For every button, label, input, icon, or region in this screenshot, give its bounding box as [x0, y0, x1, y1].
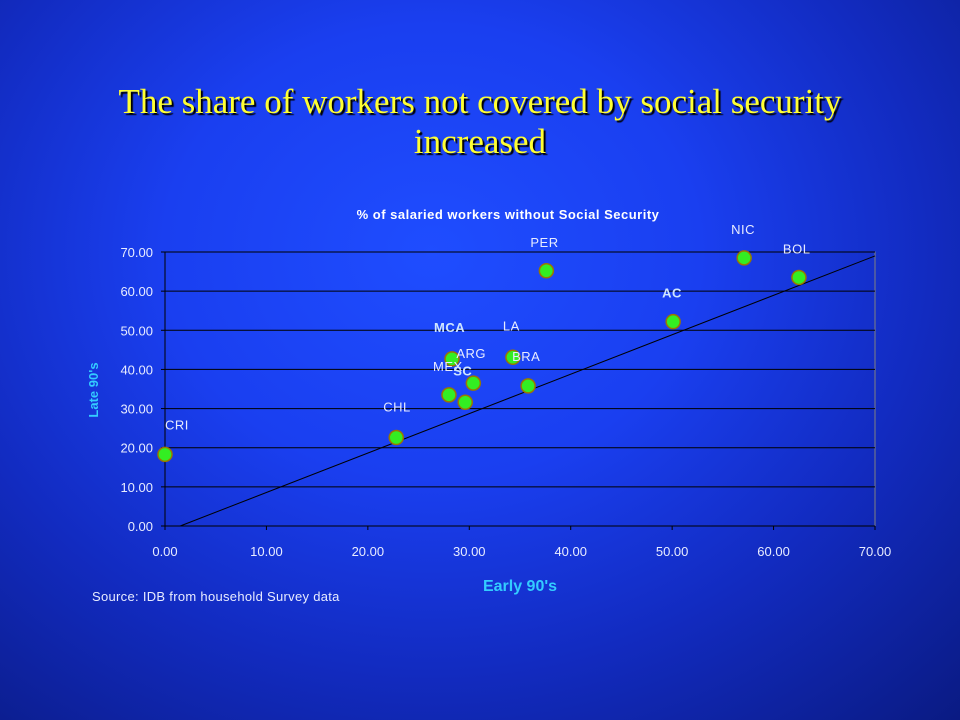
data-point-sc: [457, 394, 473, 411]
y-tick-label: 30.00: [120, 402, 153, 417]
point-label-arg: ARG: [456, 346, 486, 361]
point-label-la: LA: [503, 318, 520, 333]
x-tick-label: 20.00: [352, 544, 385, 559]
source-note: Source: IDB from household Survey data: [92, 589, 340, 604]
data-point-bra: [520, 378, 536, 394]
point-label-nic: NIC: [731, 222, 755, 237]
data-point-nic: [736, 250, 752, 266]
y-tick-label: 0.00: [128, 519, 153, 534]
point-label-bra: BRA: [512, 349, 540, 364]
slide-title: The share of workers not covered by soci…: [0, 82, 960, 162]
point-label-ac: AC: [662, 286, 682, 301]
point-label-sc: SC: [453, 363, 472, 378]
slide-title-line1: The share of workers not covered by soci…: [118, 82, 842, 121]
y-tick-label: 50.00: [120, 323, 153, 338]
data-point-bol: [791, 269, 807, 286]
data-point-cri: [157, 446, 173, 463]
data-point-mca: [444, 351, 460, 367]
slide-title-line2: increased: [413, 122, 547, 161]
point-label-chl: CHL: [383, 400, 411, 415]
point-label-cri: CRI: [165, 417, 189, 432]
y-tick-label: 70.00: [120, 245, 153, 260]
x-tick-label: 50.00: [656, 544, 689, 559]
data-point-mex: [441, 387, 457, 403]
point-label-mca: MCA: [434, 320, 465, 335]
x-tick-label: 30.00: [453, 544, 486, 559]
plot-area-border: [164, 251, 876, 527]
x-tick-label: 0.00: [152, 544, 177, 559]
data-point-chl: [388, 429, 405, 446]
x-axis-label: Early 90's: [483, 578, 557, 595]
data-point-arg: [465, 375, 482, 391]
point-label-bol: BOL: [783, 241, 811, 256]
x-tick-label: 70.00: [859, 544, 892, 559]
data-point-la: [505, 349, 521, 366]
y-tick-label: 10.00: [120, 480, 153, 495]
y-tick-label: 60.00: [120, 284, 153, 299]
x-tick-label: 40.00: [554, 544, 587, 559]
y-axis-label: Late 90's: [86, 362, 101, 417]
chart-title: % of salaried workers without Social Sec…: [357, 207, 660, 222]
y-tick-label: 40.00: [120, 362, 153, 377]
x-tick-label: 10.00: [250, 544, 283, 559]
x-tick-label: 60.00: [757, 544, 790, 559]
data-point-per: [538, 263, 555, 279]
data-point-ac: [665, 313, 681, 330]
y-tick-label: 20.00: [120, 441, 153, 456]
point-label-mex: MEX: [433, 359, 463, 374]
point-label-per: PER: [530, 235, 558, 250]
